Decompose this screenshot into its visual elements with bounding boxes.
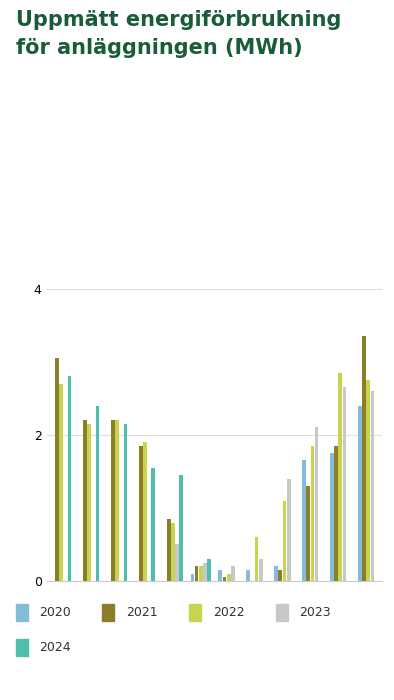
Bar (115, 420, 119, 581)
Bar (358, 405, 362, 581)
Bar (310, 446, 314, 581)
Bar (199, 566, 203, 581)
Bar (343, 387, 346, 581)
Text: 2022: 2022 (213, 606, 244, 619)
Bar (96, 405, 99, 581)
Bar (330, 453, 334, 581)
Bar (315, 428, 318, 581)
Bar (195, 566, 199, 581)
Bar (302, 461, 306, 581)
Bar (203, 563, 207, 581)
Bar (274, 566, 278, 581)
Bar (255, 537, 258, 581)
Bar (218, 570, 222, 581)
Bar (55, 358, 59, 581)
Bar (362, 336, 366, 581)
Bar (87, 424, 91, 581)
Bar (83, 420, 87, 581)
Bar (282, 500, 286, 581)
Bar (175, 545, 179, 581)
Text: 2021: 2021 (126, 606, 158, 619)
Bar (207, 559, 211, 581)
Bar (370, 391, 374, 581)
Bar (259, 559, 263, 581)
Bar (59, 384, 63, 581)
Bar (143, 442, 147, 581)
Text: för anläggningen (MWh): för anläggningen (MWh) (16, 38, 302, 59)
Bar (151, 468, 155, 581)
Text: 2023: 2023 (299, 606, 331, 619)
Bar (246, 570, 250, 581)
Bar (223, 578, 227, 581)
Bar (334, 446, 338, 581)
Bar (171, 522, 175, 581)
Bar (124, 424, 127, 581)
Bar (111, 420, 115, 581)
Bar (191, 574, 194, 581)
Bar (307, 486, 310, 581)
Bar (179, 475, 183, 581)
Bar (68, 377, 71, 581)
Bar (167, 519, 171, 581)
Bar (231, 566, 235, 581)
Bar (227, 574, 230, 581)
Bar (338, 372, 342, 581)
Bar (139, 446, 143, 581)
Bar (287, 479, 290, 581)
Text: 2020: 2020 (39, 606, 71, 619)
Bar (279, 570, 282, 581)
Bar (366, 380, 370, 581)
Text: 2024: 2024 (39, 641, 71, 654)
Text: Uppmätt energiförbrukning: Uppmätt energiförbrukning (16, 10, 341, 31)
